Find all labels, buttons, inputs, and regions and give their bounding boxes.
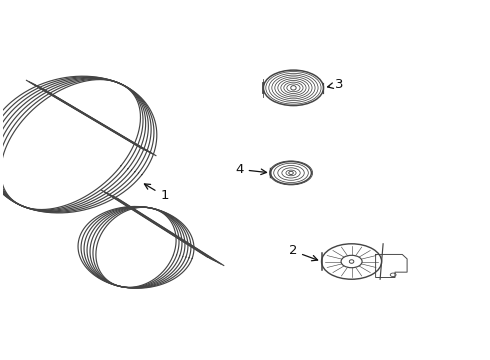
Ellipse shape xyxy=(291,86,296,90)
Text: 3: 3 xyxy=(327,78,343,91)
Ellipse shape xyxy=(341,255,362,268)
Text: 4: 4 xyxy=(235,163,267,176)
Ellipse shape xyxy=(349,260,354,263)
Text: 2: 2 xyxy=(289,244,318,261)
Text: 1: 1 xyxy=(145,184,169,202)
Ellipse shape xyxy=(289,171,293,175)
